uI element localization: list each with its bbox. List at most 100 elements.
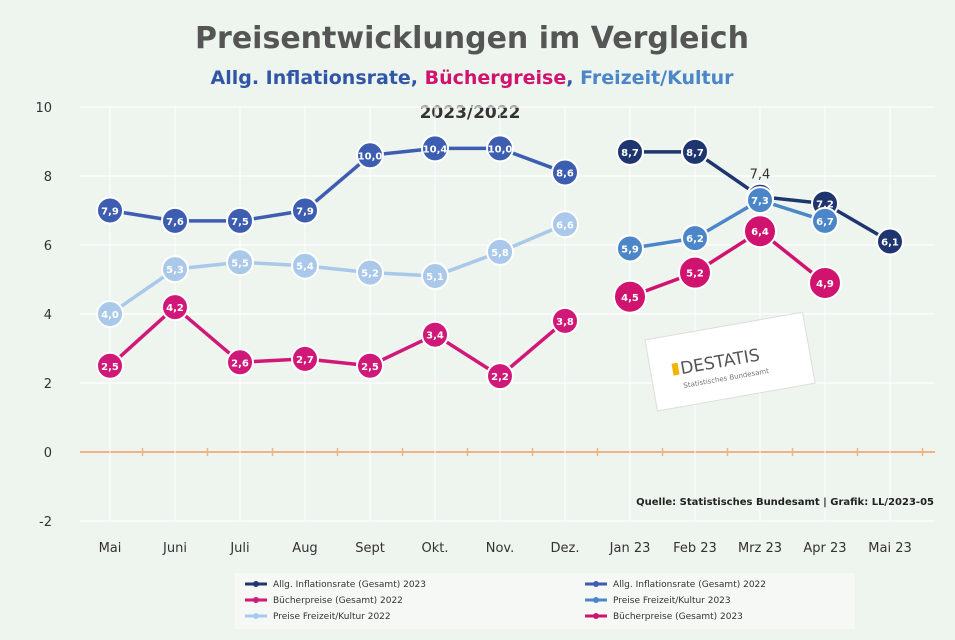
y-tick-label: 2 <box>44 377 52 392</box>
y-tick-label: 6 <box>44 239 52 254</box>
data-label: 7,3 <box>751 196 769 207</box>
logo-mark <box>671 362 680 376</box>
legend-label: Preise Freizeit/Kultur 2022 <box>273 612 391 622</box>
series-1: 7,9 7,6 7,5 7,9 10,0 10,4 10,0 8,6 <box>96 134 579 235</box>
x-axis: Mai Juni Juli Aug Sept Okt. Nov. Dez. Jan 23 Feb … <box>99 541 912 556</box>
series-4: 4,0 5,3 5,5 5,4 5,2 5,1 5,8 6,6 <box>96 210 579 328</box>
series-3: 5,9 6,2 7,3 6,7 <box>616 186 839 263</box>
data-label: 5,8 <box>491 248 509 259</box>
data-point <box>161 255 189 284</box>
data-point <box>681 224 709 253</box>
data-point <box>96 196 124 225</box>
legend: Allg. Inflationsrate (Gesamt) 2023 Allg. … <box>235 573 855 629</box>
gridlines <box>80 106 935 522</box>
data-point <box>678 255 712 290</box>
legend-label: Allg. Inflationsrate (Gesamt) 2023 <box>273 580 426 590</box>
y-axis: -2 0 2 4 6 8 10 <box>35 101 52 530</box>
data-point <box>421 262 449 291</box>
legend-marker <box>593 597 599 603</box>
x-tick-label: Dez. <box>551 541 580 556</box>
data-label: 3,8 <box>556 317 574 328</box>
data-label: 7,9 <box>296 207 314 218</box>
data-point <box>96 351 124 380</box>
data-point <box>291 344 319 373</box>
legend-label: Bücherpreise (Gesamt) 2023 <box>613 612 743 622</box>
x-tick-label: Feb 23 <box>673 541 717 556</box>
legend-label: Allg. Inflationsrate (Gesamt) 2022 <box>613 580 766 590</box>
data-point <box>551 158 579 187</box>
data-label: 4,0 <box>101 310 119 321</box>
data-point <box>291 196 319 225</box>
data-point <box>96 300 124 328</box>
data-point <box>291 251 319 280</box>
logo-card <box>644 311 816 412</box>
data-label: 4,2 <box>166 303 184 314</box>
x-tick-label: Okt. <box>422 541 449 556</box>
data-label: 10,0 <box>358 151 383 162</box>
data-point <box>421 320 449 349</box>
data-label: 8,6 <box>556 169 574 180</box>
x-tick-label: Mai 23 <box>868 541 911 556</box>
data-label: 2,5 <box>361 362 379 373</box>
data-point <box>613 279 647 314</box>
data-point <box>681 137 709 166</box>
series-line <box>629 198 826 251</box>
data-label: 5,4 <box>296 262 314 273</box>
data-label: 7,6 <box>166 217 184 228</box>
data-point <box>356 258 384 287</box>
legend-marker <box>253 597 259 603</box>
data-point <box>746 186 774 215</box>
data-label: 6,7 <box>816 217 834 228</box>
data-label: 8,7 <box>686 148 704 159</box>
data-point <box>551 306 579 335</box>
data-point <box>486 237 514 266</box>
y-tick-label: 4 <box>44 308 52 323</box>
x-tick-label: Mrz 23 <box>738 541 782 556</box>
data-point <box>161 293 189 322</box>
data-point <box>226 206 254 235</box>
data-label: 2,7 <box>296 355 314 366</box>
data-label: 6,6 <box>556 220 574 231</box>
series-5: 4,5 5,2 6,4 4,9 <box>613 214 842 314</box>
legend-marker <box>593 581 599 587</box>
annotation-label: 7,4 <box>750 168 771 183</box>
data-label: 5,3 <box>166 265 184 276</box>
x-tick-label: Juli <box>229 541 249 556</box>
series-layer: 8,7 8,7 7,4 7,2 6,1 7,9 7,6 7,5 7,9 10,0 10,4 10,0 8… <box>96 134 904 391</box>
destatis-logo: DESTATIS Statistisches Bundesamt <box>644 311 816 412</box>
data-label: 6,2 <box>686 234 704 245</box>
data-point <box>811 206 839 235</box>
data-point <box>421 134 449 163</box>
x-tick-label: Mai <box>99 541 122 556</box>
data-point <box>356 141 384 170</box>
y-tick-label: 8 <box>44 170 52 185</box>
data-label: 7,5 <box>231 217 249 228</box>
data-point <box>226 248 254 277</box>
data-label: 5,2 <box>361 269 379 280</box>
data-label: 7,9 <box>101 207 119 218</box>
data-point <box>486 362 514 391</box>
data-label: 8,7 <box>621 148 639 159</box>
data-label: 3,4 <box>426 331 444 342</box>
data-point <box>356 351 384 380</box>
data-point <box>876 227 904 256</box>
chart-period: 2023/2022 <box>420 103 521 123</box>
data-label: 10,4 <box>423 144 448 155</box>
data-label: 5,2 <box>686 269 704 280</box>
data-label: 10,0 <box>488 144 513 155</box>
y-tick-label: 0 <box>44 446 52 461</box>
legend-marker <box>253 613 259 619</box>
data-label: 2,5 <box>101 362 119 373</box>
y-tick-label: -2 <box>39 515 52 530</box>
data-label: 2,2 <box>491 372 509 383</box>
x-tick-label: Apr 23 <box>803 541 846 556</box>
data-point <box>161 206 189 235</box>
data-label: 2,6 <box>231 358 249 369</box>
legend-label: Bücherpreise (Gesamt) 2022 <box>273 596 403 606</box>
legend-label: Preise Freizeit/Kultur 2023 <box>613 596 731 606</box>
subtitle-part-2: , <box>566 67 580 89</box>
data-point <box>551 210 579 239</box>
x-tick-label: Juni <box>162 541 187 556</box>
data-label: 5,9 <box>621 244 639 255</box>
